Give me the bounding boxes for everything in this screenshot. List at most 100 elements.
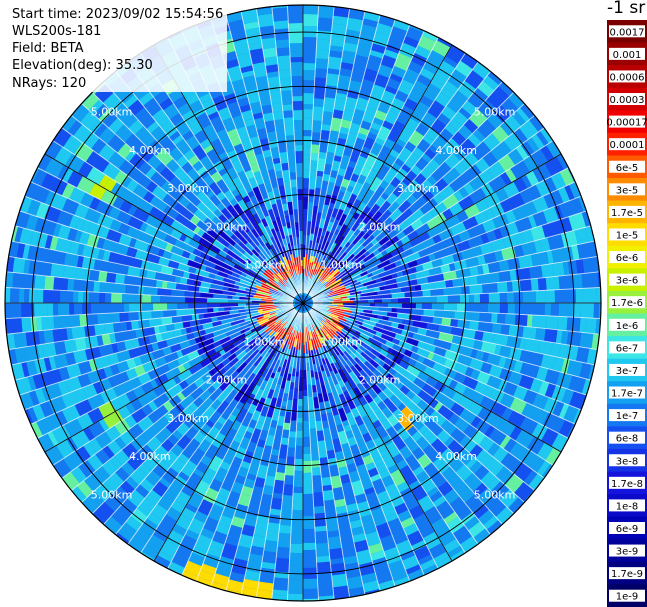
- ppi-cell: [259, 309, 274, 315]
- ppi-cell: [392, 378, 404, 390]
- ppi-cell: [280, 313, 291, 323]
- ppi-cell: [261, 289, 267, 294]
- ppi-cell: [262, 550, 277, 564]
- ppi-cell: [250, 228, 260, 239]
- ppi-cell: [155, 279, 163, 289]
- ppi-cell: [165, 450, 179, 464]
- ppi-cell: [118, 264, 129, 276]
- ppi-cell: [350, 290, 362, 296]
- ppi-cell: [466, 311, 472, 321]
- ppi-cell: [125, 389, 138, 403]
- ppi-cell: [279, 510, 293, 526]
- ppi-cell: [391, 356, 402, 366]
- ppi-cell: [316, 430, 325, 442]
- ppi-cell: [546, 250, 554, 264]
- ppi-cell: [515, 267, 531, 281]
- ppi-cell: [240, 268, 254, 278]
- ppi-cell: [329, 470, 340, 477]
- ppi-cell: [376, 164, 391, 181]
- ppi-cell: [335, 505, 348, 515]
- ppi-cell: [159, 97, 174, 111]
- ppi-cell: [219, 261, 233, 271]
- ppi-cell: [243, 336, 253, 345]
- ppi-cell: [295, 365, 300, 372]
- ppi-cell: [282, 359, 288, 368]
- ppi-cell: [280, 329, 287, 340]
- colorbar-label: 0.0006: [610, 72, 645, 83]
- ppi-cell: [579, 362, 592, 380]
- ppi-cell: [517, 325, 524, 338]
- ppi-cell: [99, 226, 110, 239]
- ppi-cell: [240, 336, 247, 343]
- ppi-cell: [547, 233, 565, 251]
- ppi-cell: [443, 538, 461, 554]
- ppi-cell: [92, 381, 104, 395]
- ppi-cell: [146, 269, 157, 280]
- ppi-cell: [421, 189, 435, 203]
- ppi-cell: [406, 179, 421, 195]
- ppi-cell: [4, 287, 11, 303]
- ppi-cell: [416, 255, 431, 266]
- ppi-cell: [363, 242, 374, 252]
- ppi-cell: [514, 348, 523, 361]
- ppi-cell: [423, 309, 435, 317]
- ppi-cell: [62, 198, 80, 216]
- ppi-cell: [160, 273, 169, 282]
- ppi-cell: [64, 252, 79, 268]
- ppi-cell: [582, 256, 598, 274]
- ppi-cell: [504, 313, 516, 326]
- ppi-cell: [283, 268, 291, 279]
- ppi-cell: [220, 112, 232, 122]
- ppi-cell: [278, 289, 284, 293]
- ppi-cell: [379, 469, 391, 480]
- ppi-cell: [333, 334, 344, 346]
- ppi-cell: [264, 225, 274, 238]
- ppi-cell: [321, 287, 331, 294]
- ppi-cell: [286, 147, 296, 159]
- ppi-cell: [321, 320, 332, 330]
- ppi-cell: [119, 480, 135, 496]
- ppi-cell: [343, 350, 350, 358]
- ppi-cell: [474, 157, 490, 174]
- ppi-cell: [385, 221, 398, 234]
- ppi-cell: [151, 445, 169, 462]
- ppi-cell: [485, 457, 505, 477]
- ray-gap: [312, 303, 601, 320]
- ppi-cell: [451, 233, 462, 245]
- ppi-cell: [456, 303, 466, 312]
- ppi-cell: [180, 327, 188, 336]
- ppi-cell: [303, 196, 309, 210]
- ppi-cell: [389, 394, 403, 408]
- ppi-cell: [361, 518, 378, 535]
- ring-label: 2.00km: [206, 374, 248, 387]
- ppi-cell: [407, 88, 424, 104]
- ppi-cell: [250, 163, 260, 174]
- ppi-cell: [297, 405, 303, 418]
- ppi-cell: [172, 134, 184, 146]
- ppi-cell: [271, 287, 279, 292]
- ppi-cell: [443, 436, 455, 448]
- ppi-cell: [214, 298, 229, 303]
- ppi-cell: [303, 26, 318, 38]
- ppi-cell: [555, 172, 567, 188]
- ppi-cell: [244, 347, 251, 354]
- ppi-cell: [315, 270, 324, 282]
- ppi-cell: [225, 254, 234, 262]
- ray-gap: [308, 52, 466, 295]
- ppi-cell: [348, 371, 361, 386]
- ppi-cell: [262, 112, 275, 122]
- ppi-cell: [315, 420, 324, 432]
- ppi-cell: [270, 181, 279, 189]
- ppi-cell: [375, 364, 390, 378]
- ppi-cell: [266, 410, 274, 418]
- ppi-cell: [320, 465, 331, 478]
- ppi-cell: [358, 127, 370, 136]
- ppi-cell: [461, 100, 478, 116]
- ppi-cell: [310, 160, 318, 166]
- ppi-cell: [391, 434, 407, 451]
- ppi-cell: [343, 213, 354, 226]
- ray-gap: [210, 312, 301, 587]
- ppi-cell: [179, 277, 188, 285]
- ppi-cell: [350, 256, 357, 263]
- ppi-cell: [184, 220, 197, 232]
